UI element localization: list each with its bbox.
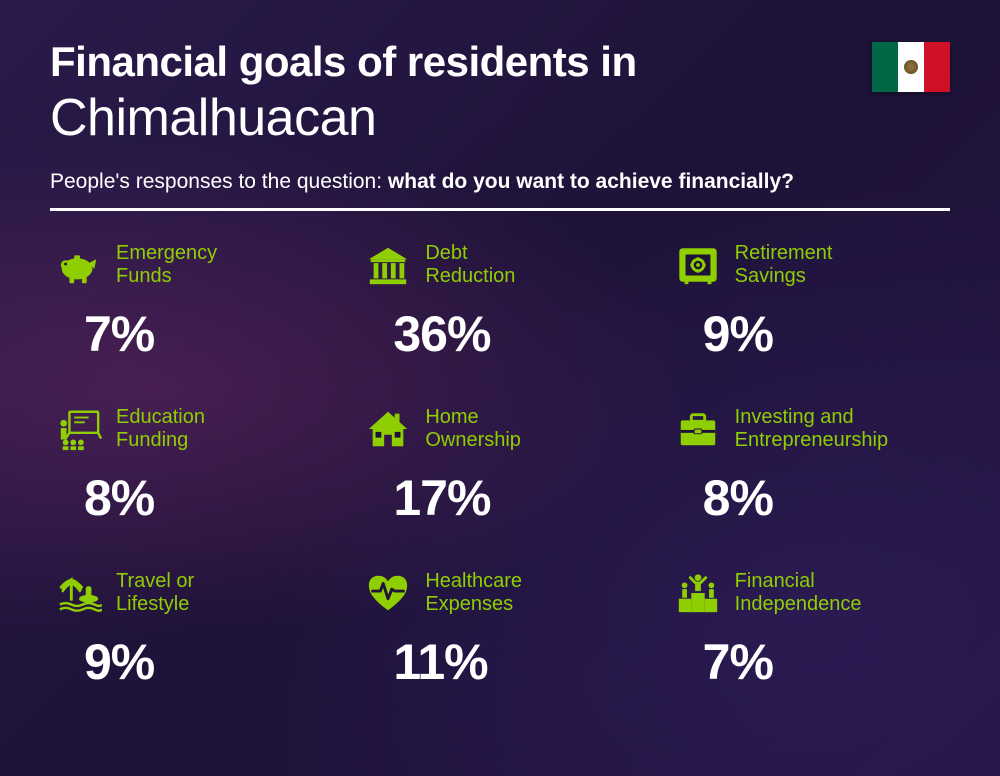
stat-healthcare-expenses: HealthcareExpenses 11% — [365, 569, 634, 691]
divider — [50, 208, 950, 211]
education-icon — [56, 406, 102, 452]
stat-label: HealthcareExpenses — [425, 570, 522, 616]
healthcare-icon — [365, 570, 411, 616]
stat-emergency-funds: EmergencyFunds 7% — [56, 241, 325, 363]
stat-home-ownership: HomeOwnership 17% — [365, 405, 634, 527]
stat-travel-lifestyle: Travel orLifestyle 9% — [56, 569, 325, 691]
stat-value: 8% — [84, 469, 325, 527]
stat-value: 7% — [84, 305, 325, 363]
stat-label: EmergencyFunds — [116, 242, 217, 288]
stats-grid: EmergencyFunds 7% DebtReduction 36% Reti… — [50, 241, 950, 691]
piggy-bank-icon — [56, 242, 102, 288]
stat-retirement-savings: RetirementSavings 9% — [675, 241, 944, 363]
travel-icon — [56, 570, 102, 616]
stat-debt-reduction: DebtReduction 36% — [365, 241, 634, 363]
header: Financial goals of residents in Chimalhu… — [50, 38, 950, 211]
stat-value: 9% — [703, 305, 944, 363]
safe-icon — [675, 242, 721, 288]
stat-label: RetirementSavings — [735, 242, 833, 288]
subtitle-prefix: People's responses to the question: — [50, 170, 388, 193]
stat-value: 11% — [393, 633, 634, 691]
stat-label: Travel orLifestyle — [116, 570, 194, 616]
stat-label: EducationFunding — [116, 406, 205, 452]
subtitle: People's responses to the question: what… — [50, 170, 950, 194]
title-line-2: Chimalhuacan — [50, 88, 950, 148]
stat-label: Investing andEntrepreneurship — [735, 406, 888, 452]
stat-value: 9% — [84, 633, 325, 691]
stat-value: 7% — [703, 633, 944, 691]
stat-value: 17% — [393, 469, 634, 527]
stat-label: FinancialIndependence — [735, 570, 862, 616]
mexico-flag-icon — [872, 42, 950, 92]
stat-education-funding: EducationFunding 8% — [56, 405, 325, 527]
stat-label: HomeOwnership — [425, 406, 521, 452]
stat-value: 8% — [703, 469, 944, 527]
stat-label: DebtReduction — [425, 242, 515, 288]
podium-icon — [675, 570, 721, 616]
title-line-1: Financial goals of residents in — [50, 38, 950, 86]
subtitle-bold: what do you want to achieve financially? — [388, 170, 794, 193]
house-icon — [365, 406, 411, 452]
stat-investing-entrepreneurship: Investing andEntrepreneurship 8% — [675, 405, 944, 527]
stat-value: 36% — [393, 305, 634, 363]
bank-icon — [365, 242, 411, 288]
stat-financial-independence: FinancialIndependence 7% — [675, 569, 944, 691]
briefcase-icon — [675, 406, 721, 452]
